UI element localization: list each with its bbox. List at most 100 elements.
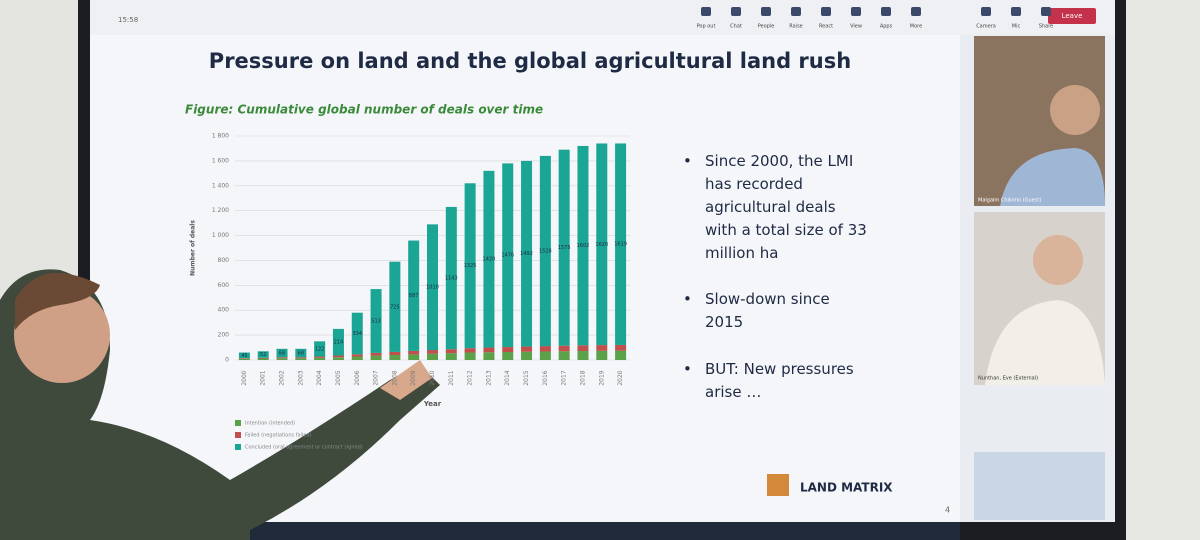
leave-button[interactable] [1048,8,1096,24]
room-preview [974,452,1105,520]
toolbar-icon[interactable] [731,7,741,16]
bar-segment [615,143,627,345]
bar-segment [257,357,269,359]
bar-segment [539,346,551,352]
x-tick-label: 2011 [448,370,455,385]
meeting-time: 15:58 [118,16,138,24]
bar-segment [389,351,401,356]
bar-segment [445,349,457,354]
data-label: 887 [409,293,419,299]
data-label: 1143 [445,276,458,282]
toolbar-icon[interactable] [821,7,831,16]
x-tick-label: 2004 [316,370,323,385]
x-tick-label: 2005 [335,370,342,385]
toolbar-label[interactable]: People [758,24,775,30]
y-tick-label: 1 000 [212,232,229,239]
bar-segment [464,183,476,349]
x-axis-title: Year [423,400,442,408]
participant-face [1050,85,1100,135]
data-label: 1476 [501,253,514,259]
toolbar-icon[interactable] [701,7,711,16]
toolbar-icon[interactable] [1011,7,1021,16]
bar-segment [596,143,608,346]
participant-name: Nunthan, Eve (External) [978,376,1038,382]
x-tick-label: 2010 [429,370,436,385]
bar-segment [370,289,382,353]
data-label: 52 [260,352,266,358]
presenter-hand [380,360,432,400]
bar-segment [615,344,627,351]
bar-segment [445,353,457,360]
toolbar-label[interactable]: Mic [1012,24,1021,30]
data-label: 45 [241,353,247,359]
x-tick-label: 2006 [354,370,361,385]
toolbar-icon[interactable] [911,7,921,16]
leave-label[interactable]: Leave [1062,12,1083,20]
bar-segment [502,347,514,353]
toolbar-icon[interactable] [791,7,801,16]
bar-segment [577,351,589,360]
participant-body [1000,148,1105,206]
bar-segment [276,358,288,360]
y-tick-label: 0 [225,357,229,364]
toolbar-icon[interactable] [1041,7,1051,16]
presenter [0,269,440,540]
bar-segment [577,145,589,346]
bar-segment [596,345,608,351]
bar-segment [370,352,382,356]
bar-segment [427,353,438,360]
data-label: 334 [352,331,362,337]
y-tick-label: 1 200 [212,207,229,214]
logo-icon [767,474,789,496]
x-tick-label: 2013 [485,370,492,385]
bar-segment [276,348,288,358]
bar-segment [502,352,514,360]
x-tick-label: 2015 [523,370,530,385]
bar-segment [351,356,363,360]
y-tick-label: 1 600 [212,157,229,164]
toolbar-label[interactable]: View [850,24,862,30]
legend-label: Concluded (oral agreement or contract si… [245,445,363,451]
toolbar-label[interactable]: Apps [880,24,893,30]
toolbar-icon[interactable] [851,7,861,16]
toolbar-icon[interactable] [761,7,771,16]
toolbar-label[interactable]: Raise [789,24,803,30]
bar-segment [427,350,438,354]
toolbar-label[interactable]: Camera [976,24,996,30]
bar-segment [389,355,401,360]
y-tick-label: 800 [218,257,230,264]
bar-segment [596,350,608,360]
data-label: 1620 [595,242,608,248]
toolbar-label[interactable]: React [819,24,833,30]
bar-segment [615,350,627,360]
taskbar [240,522,960,540]
toolbar-icon[interactable] [881,7,891,16]
toolbar-label[interactable]: Pop out [697,24,716,30]
toolbar-label[interactable]: More [910,24,922,30]
participant-face [1033,235,1083,285]
bar-segment [389,261,401,352]
toolbar-icon[interactable] [981,7,991,16]
toolbar-label[interactable]: Share [1039,24,1053,30]
bar-segment [464,348,476,353]
y-tick-label: 600 [218,282,230,289]
x-tick-label: 2000 [241,370,248,385]
legend-swatch [235,444,241,450]
x-tick-label: 2003 [297,370,304,385]
bar-segment [351,312,363,355]
y-tick-label: 1 400 [212,182,229,189]
bar-segment [276,357,288,359]
bullet: Since 2000, the LMI has recorded agricul… [683,150,870,265]
bar-segment [295,348,307,358]
bar-segment [483,170,495,348]
bar-segment [558,149,570,346]
bar-segment [464,352,476,360]
bar-segment [427,224,438,351]
x-tick-label: 2018 [579,370,586,385]
toolbar-label[interactable]: Chat [730,24,742,30]
bar-segment [445,206,457,350]
data-label: 1528 [539,248,552,254]
bar-segment [351,354,363,357]
bar-segment [238,358,250,360]
